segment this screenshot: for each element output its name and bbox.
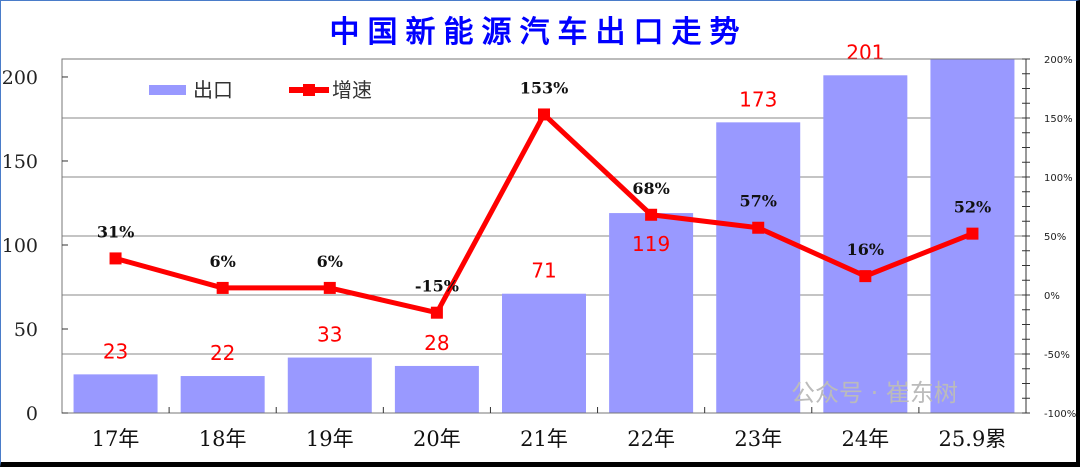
legend-line-label: 增速 — [332, 78, 372, 102]
x-tick-label: 21年 — [520, 427, 568, 451]
growth-marker — [966, 227, 979, 240]
growth-label: 153% — [520, 78, 569, 97]
bar — [609, 213, 694, 413]
bar-label: 201 — [846, 40, 884, 64]
left-tick-label: 0 — [26, 403, 38, 425]
bar-label: 23 — [103, 339, 128, 363]
legend-bar-label: 出口 — [193, 78, 233, 102]
growth-marker — [645, 208, 658, 221]
right-tick-label: 200% — [1044, 55, 1073, 66]
legend-line-marker — [303, 84, 315, 96]
bar-label: 119 — [632, 232, 670, 256]
growth-label: 16% — [847, 240, 884, 259]
growth-marker — [859, 270, 872, 283]
left-tick-label: 50 — [14, 319, 38, 341]
growth-marker — [430, 306, 443, 319]
bar — [73, 374, 158, 413]
growth-label: 6% — [209, 252, 235, 271]
bar — [502, 293, 586, 413]
growth-marker — [752, 221, 765, 234]
x-tick-label: 19年 — [306, 427, 354, 451]
bar-label: 33 — [317, 323, 342, 347]
x-tick-label: 17年 — [92, 427, 140, 451]
x-tick-label: 20年 — [413, 427, 461, 451]
bar-label: 28 — [424, 331, 449, 355]
right-tick-label: -100% — [1044, 409, 1076, 420]
watermark: 公众号 · 崔东树 — [791, 379, 958, 407]
left-tick-label: 200 — [2, 67, 38, 89]
bar — [716, 122, 801, 413]
right-tick-label: -50% — [1044, 350, 1070, 361]
bar-label: 173 — [739, 87, 777, 111]
bar-label: 22 — [210, 341, 235, 365]
left-tick-label: 100 — [2, 235, 38, 257]
growth-label: 52% — [954, 198, 991, 217]
right-tick-label: 150% — [1044, 114, 1073, 125]
x-tick-label: 24年 — [841, 427, 889, 451]
growth-label: -15% — [415, 277, 459, 296]
legend-bar-swatch — [149, 85, 186, 95]
left-tick-label: 150 — [2, 151, 38, 173]
x-tick-label: 18年 — [199, 427, 247, 451]
growth-marker — [538, 108, 550, 121]
bar-label: 71 — [531, 259, 556, 283]
growth-label: 31% — [97, 222, 134, 241]
growth-marker — [109, 252, 122, 265]
growth-marker — [216, 281, 229, 294]
bar — [394, 365, 479, 413]
growth-label: 68% — [632, 179, 669, 198]
chart-title: 中国新能源汽车出口走势 — [329, 15, 748, 50]
bar — [287, 357, 372, 413]
right-tick-label: 100% — [1044, 173, 1073, 184]
growth-label: 6% — [317, 252, 343, 271]
x-tick-label: 25.9累 — [939, 427, 1007, 451]
growth-marker — [323, 281, 336, 294]
bar — [180, 376, 265, 413]
growth-label: 57% — [739, 192, 776, 211]
x-tick-label: 23年 — [734, 427, 782, 451]
right-tick-label: 50% — [1044, 232, 1066, 243]
right-tick-label: 0% — [1044, 291, 1060, 302]
x-tick-label: 22年 — [627, 427, 675, 451]
bar — [823, 75, 908, 413]
